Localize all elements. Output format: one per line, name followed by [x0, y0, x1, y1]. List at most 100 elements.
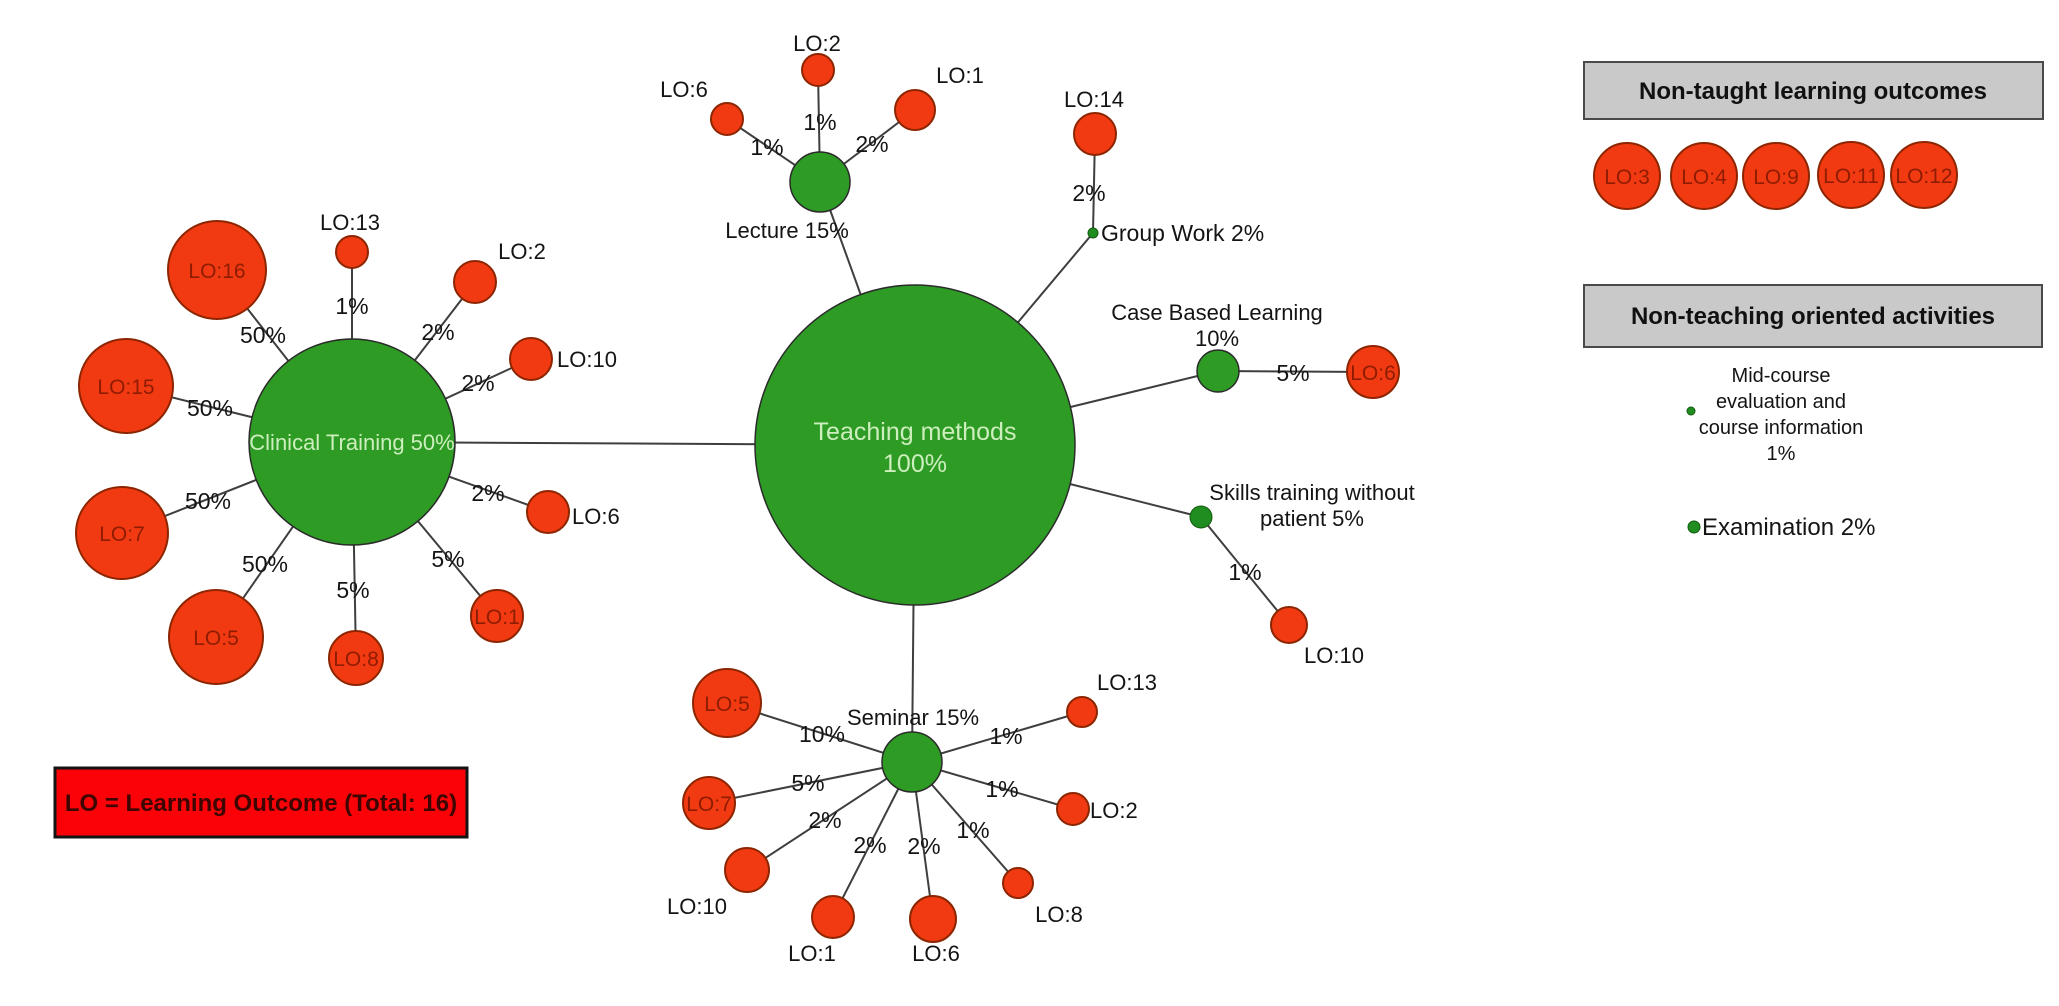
edge-pct-clinical-6: 2%	[471, 480, 504, 506]
lo-node-nontaught-3	[1593, 142, 1661, 210]
lo-label-seminar-6: LO:6	[912, 941, 960, 966]
edge-pct-lecture-2: 1%	[803, 109, 836, 135]
case-based-learning-label-line2: 10%	[1195, 326, 1239, 351]
mid-course-line3: course information	[1699, 417, 1864, 439]
edge-pct-seminar-13: 1%	[989, 723, 1022, 749]
edge-pct-groupwork-14: 2%	[1072, 180, 1105, 206]
lo-label-skills-10: LO:10	[1304, 643, 1364, 668]
edge-skills-lo10	[1200, 516, 1290, 626]
lo-node-seminar-13	[1066, 696, 1098, 728]
lo-node-skills-10	[1270, 606, 1308, 644]
lo-label-clinical-10: LO:10	[557, 347, 617, 372]
lo-node-lecture-6	[710, 102, 744, 136]
edge-pct-clinical-16: 50%	[240, 322, 286, 348]
lo-label-cbl-6: LO:6	[1350, 362, 1396, 385]
lo-node-clinical-8	[328, 630, 384, 686]
group-work-cluster: Group Work 2% LO:14 2%	[1064, 87, 1264, 246]
lo-label-nontaught-9: LO:9	[1753, 166, 1799, 189]
mid-course-line2: evaluation and	[1716, 391, 1846, 413]
edge-seminar-lo7	[708, 761, 913, 804]
lo-label-clinical-13: LO:13	[320, 210, 380, 235]
mid-course-line1: Mid-course	[1732, 365, 1831, 387]
lo-label-clinical-15: LO:15	[97, 376, 154, 399]
group-work-label: Group Work 2%	[1101, 220, 1264, 246]
lo-node-lecture-2	[801, 53, 835, 87]
skills-training-label-line1: Skills training without	[1209, 480, 1414, 505]
lo-label-clinical-5: LO:5	[193, 627, 239, 650]
lo-node-clinical-15	[78, 338, 174, 434]
mid-course-line4: 1%	[1767, 443, 1796, 465]
lo-node-lecture-1	[894, 89, 936, 131]
skills-training-node	[1189, 505, 1213, 529]
lo-node-seminar-7	[682, 776, 736, 830]
lo-label-seminar-7: LO:7	[686, 793, 732, 816]
mid-course-dot	[1686, 406, 1696, 416]
non-taught-panel: Non-taught learning outcomes LO:3 LO:4 L…	[1583, 61, 2044, 210]
lo-node-clinical-13	[335, 235, 369, 269]
lo-node-nontaught-11	[1817, 141, 1885, 209]
skills-training-label-line2: patient 5%	[1260, 506, 1364, 531]
lo-label-seminar-2: LO:2	[1090, 798, 1138, 823]
legend: LO = Learning Outcome (Total: 16)	[53, 766, 469, 839]
lo-label-lecture-1: LO:1	[936, 63, 984, 88]
lo-node-clinical-6	[526, 490, 570, 534]
teaching-methods-node	[754, 284, 1076, 606]
edge-pct-seminar-10: 2%	[808, 807, 841, 833]
lo-label-seminar-1: LO:1	[788, 941, 836, 966]
case-based-learning-node	[1196, 349, 1240, 393]
edge-pct-clinical-13: 1%	[335, 293, 368, 319]
edge-pct-seminar-7: 5%	[791, 770, 824, 796]
lo-node-seminar-8	[1002, 867, 1034, 899]
edge-pct-seminar-8: 1%	[956, 817, 989, 843]
case-based-learning-label-line1: Case Based Learning	[1111, 300, 1323, 325]
lo-label-seminar-10: LO:10	[667, 894, 727, 919]
seminar-label: Seminar 15%	[847, 705, 979, 730]
edge-seminar-lo10	[746, 761, 913, 871]
lo-label-clinical-8: LO:8	[333, 648, 379, 671]
lo-label-clinical-7: LO:7	[99, 523, 145, 546]
lo-node-seminar-2	[1056, 792, 1090, 826]
lo-node-nontaught-4	[1670, 142, 1738, 210]
skills-training-cluster: Skills training without patient 5% LO:10…	[1189, 480, 1415, 668]
non-taught-title: Non-taught learning outcomes	[1639, 78, 1987, 105]
lo-node-clinical-2	[453, 260, 497, 304]
teaching-methods-label-line2: 100%	[883, 450, 947, 478]
examination-dot	[1687, 520, 1701, 534]
lecture-node	[789, 151, 851, 213]
lo-label-lecture-6: LO:6	[660, 77, 708, 102]
edge-pct-skills-10: 1%	[1228, 559, 1261, 585]
edge-pct-cbl-6: 5%	[1276, 360, 1309, 386]
lo-node-seminar-1	[811, 895, 855, 939]
lo-label-nontaught-11: LO:11	[1823, 165, 1879, 188]
edge-pct-clinical-8: 5%	[336, 577, 369, 603]
lo-node-nontaught-9	[1742, 142, 1810, 210]
legend-box	[53, 766, 469, 839]
group-work-node	[1087, 227, 1099, 239]
edge-pct-clinical-15: 50%	[187, 395, 233, 421]
non-teaching-title: Non-teaching oriented activities	[1631, 303, 1995, 330]
lo-label-clinical-6: LO:6	[572, 504, 620, 529]
lo-node-clinical-5	[168, 589, 264, 685]
lo-node-clinical-7	[75, 486, 169, 580]
edge-pct-clinical-2: 2%	[421, 319, 454, 345]
lo-node-cbl-6	[1346, 345, 1400, 399]
lo-label-groupwork-14: LO:14	[1064, 87, 1124, 112]
edge-pct-seminar-5: 10%	[799, 721, 845, 747]
case-based-learning-cluster: Case Based Learning 10% LO:6 5%	[1111, 300, 1400, 399]
edge-pct-lecture-6: 1%	[750, 134, 783, 160]
lo-node-clinical-1	[470, 589, 524, 643]
lo-node-seminar-6	[909, 895, 957, 943]
clinical-training-cluster: Clinical Training 50% LO:16 50% LO:13 1%…	[75, 210, 620, 686]
non-teaching-panel: Non-teaching oriented activities Mid-cou…	[1583, 284, 2043, 541]
edge-pct-lecture-1: 2%	[855, 131, 888, 157]
lo-node-clinical-10	[509, 337, 553, 381]
non-teaching-header-box	[1583, 284, 2043, 348]
non-taught-header-box	[1583, 61, 2044, 120]
legend-text: LO = Learning Outcome (Total: 16)	[65, 790, 457, 817]
lo-label-clinical-2: LO:2	[498, 239, 546, 264]
clinical-training-label: Clinical Training 50%	[249, 430, 454, 455]
edge-pct-seminar-6: 2%	[907, 833, 940, 859]
edge-pct-seminar-2: 1%	[985, 776, 1018, 802]
